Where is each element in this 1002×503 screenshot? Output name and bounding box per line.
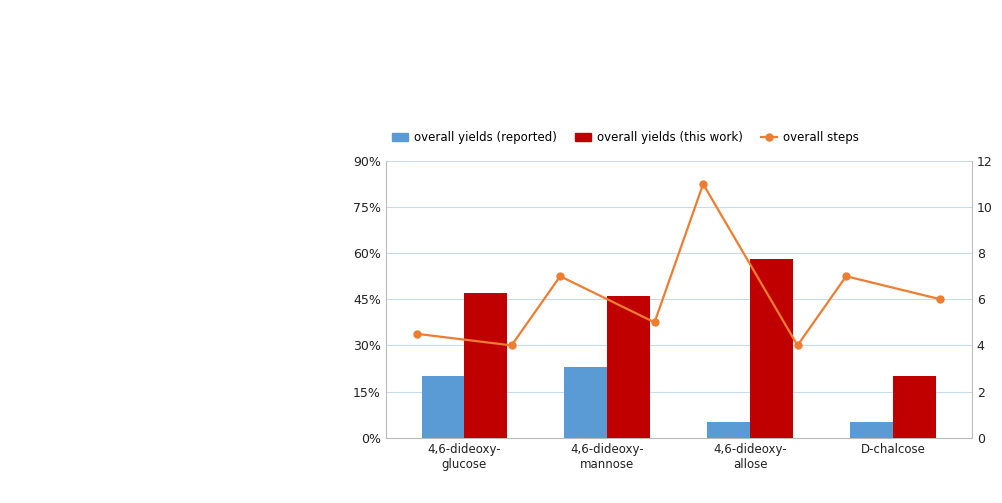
Legend: overall yields (reported), overall yields (this work), overall steps: overall yields (reported), overall yield…: [392, 131, 859, 144]
Bar: [851, 422, 894, 438]
Bar: [707, 422, 750, 438]
Bar: [750, 260, 794, 438]
Bar: [464, 293, 507, 438]
Bar: [607, 296, 650, 438]
Bar: [422, 376, 464, 438]
Bar: [894, 376, 936, 438]
Bar: [564, 367, 607, 438]
